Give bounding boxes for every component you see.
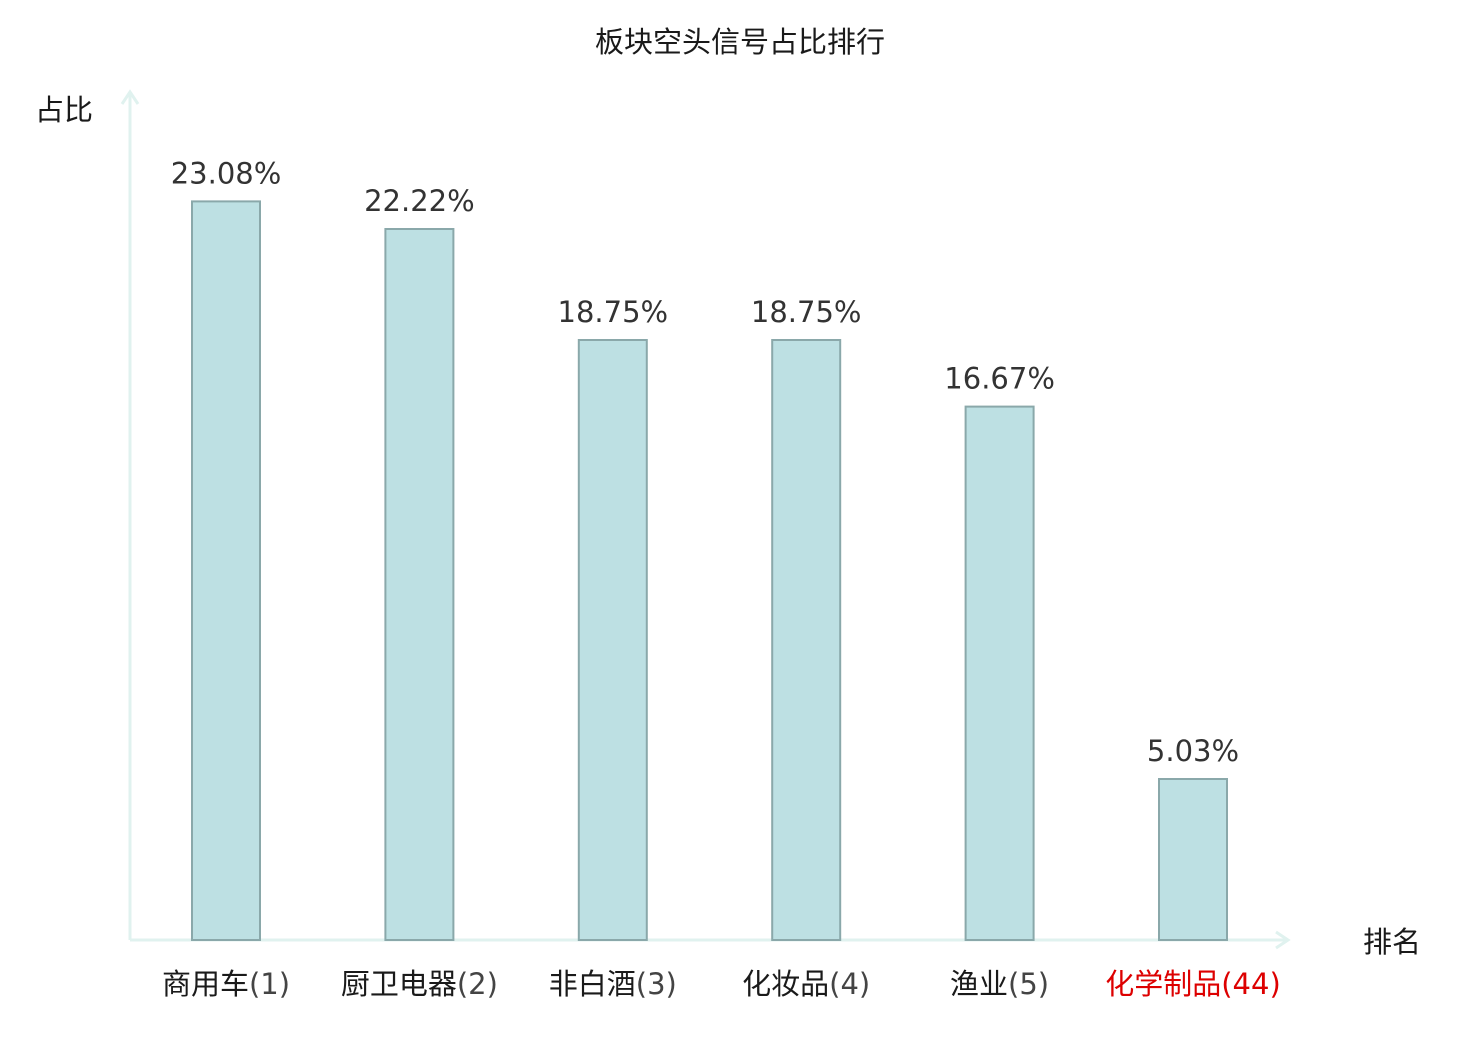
- value-label-3: 18.75%: [558, 295, 669, 329]
- category-rank: (5): [1008, 967, 1049, 1001]
- value-label-1: 23.08%: [171, 156, 282, 190]
- category-label-5: 渔业(5): [950, 967, 1049, 1001]
- category-rank: (44): [1221, 967, 1281, 1001]
- category-label-3: 非白酒(3): [549, 967, 677, 1001]
- category-rank: (2): [457, 967, 498, 1001]
- category-name: 化学制品: [1105, 967, 1221, 1001]
- bar-6: [1158, 778, 1228, 941]
- category-rank: (1): [249, 967, 290, 1001]
- bar-2: [384, 228, 455, 941]
- value-label-4: 18.75%: [751, 295, 862, 329]
- value-label-5: 16.67%: [944, 362, 1055, 396]
- category-labels-group: 商用车(1) 厨卫电器(2) 非白酒(3) 化妆品(4) 渔业(5) 化学制品(44): [162, 967, 1281, 1001]
- category-rank: (4): [829, 967, 870, 1001]
- category-name: 商用车: [162, 967, 249, 1001]
- value-labels-group: 23.08% 22.22% 18.75% 18.75% 16.67% 5.03%: [171, 156, 1239, 768]
- category-name: 化妆品: [742, 967, 829, 1001]
- category-name: 厨卫电器: [341, 967, 457, 1001]
- category-label-6: 化学制品(44): [1105, 967, 1281, 1001]
- y-axis-label: 占比: [35, 93, 93, 127]
- category-rank: (3): [636, 967, 677, 1001]
- bar-5: [964, 405, 1035, 942]
- value-label-6: 5.03%: [1147, 734, 1239, 768]
- bar-4: [771, 339, 842, 941]
- bar-3: [577, 339, 648, 941]
- chart-title: 板块空头信号占比排行: [595, 25, 885, 59]
- value-label-2: 22.22%: [364, 184, 475, 218]
- category-name: 非白酒: [549, 967, 636, 1001]
- category-label-2: 厨卫电器(2): [341, 967, 498, 1001]
- category-label-4: 化妆品(4): [742, 967, 870, 1001]
- category-name: 渔业: [950, 967, 1008, 1001]
- bar-1: [191, 200, 261, 941]
- category-label-1: 商用车(1): [162, 967, 290, 1001]
- bars-group: [191, 200, 1228, 942]
- x-axis-label: 排名: [1363, 925, 1421, 959]
